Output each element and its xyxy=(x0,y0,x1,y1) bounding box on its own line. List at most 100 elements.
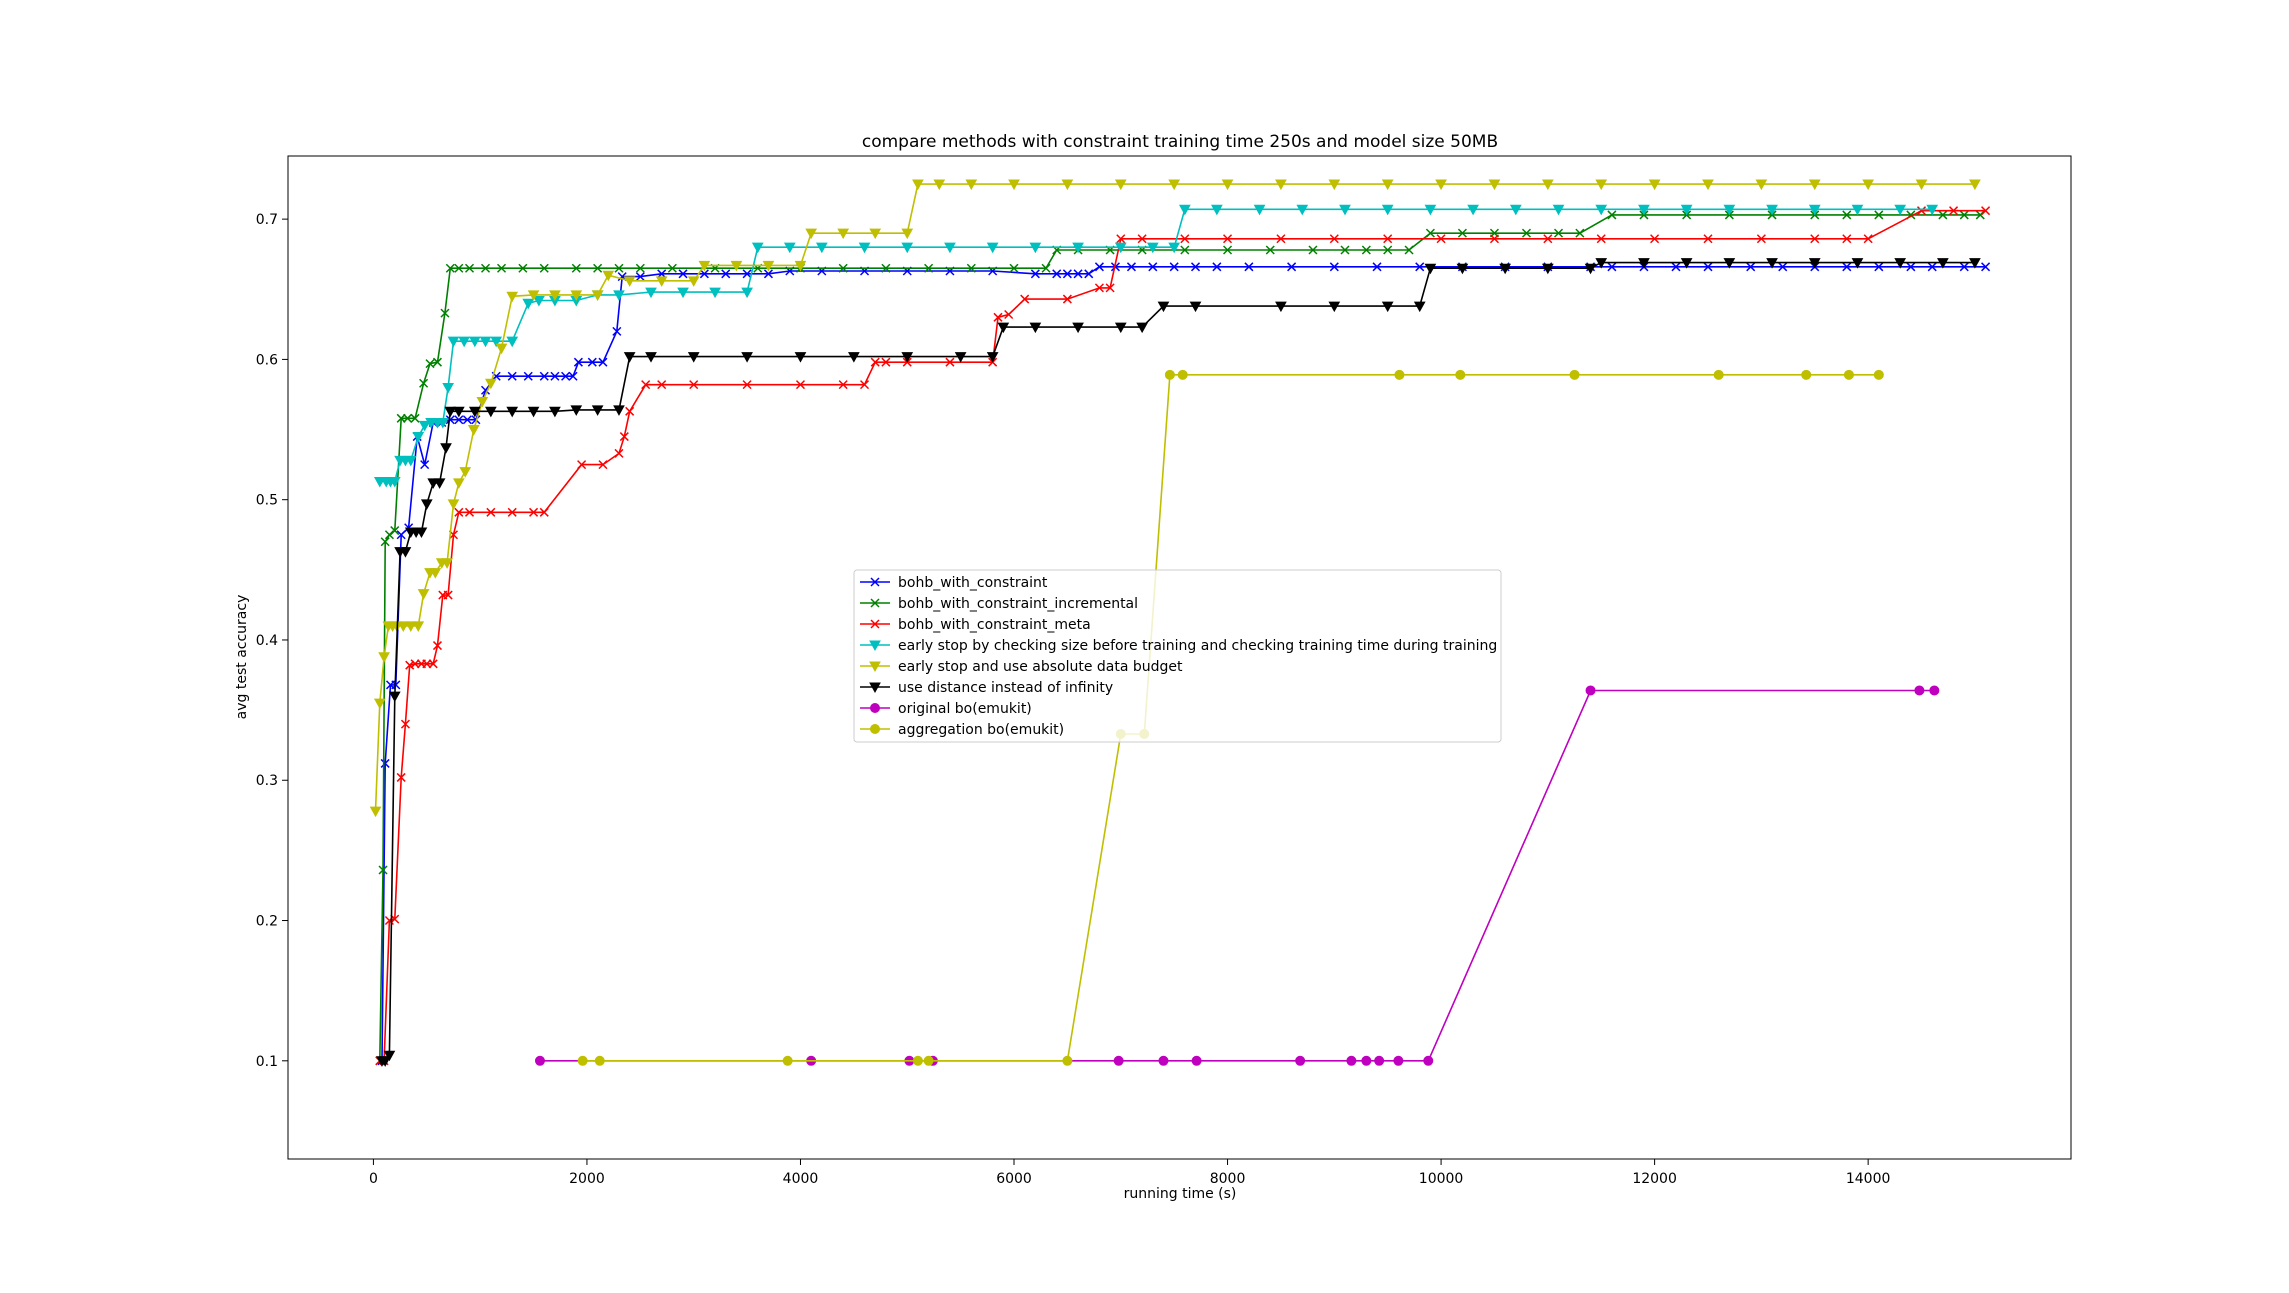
data-point xyxy=(1638,204,1650,216)
data-point xyxy=(912,179,924,191)
chart-title: compare methods with constraint training… xyxy=(862,132,1498,152)
data-point xyxy=(1723,258,1736,269)
data-point xyxy=(1595,179,1608,191)
data-point xyxy=(378,865,388,875)
data-point xyxy=(403,413,413,423)
data-point xyxy=(1329,234,1339,244)
data-point xyxy=(1008,179,1020,191)
data-point xyxy=(464,263,475,273)
data-point xyxy=(1191,1055,1202,1066)
legend-marker xyxy=(869,640,881,652)
data-point xyxy=(762,260,775,272)
data-point xyxy=(1148,262,1158,272)
data-point xyxy=(404,621,417,632)
data-point xyxy=(1755,179,1768,191)
data-point xyxy=(468,406,481,418)
data-point xyxy=(1810,234,1820,244)
data-point xyxy=(425,359,435,369)
series-5 xyxy=(369,179,1981,818)
data-point xyxy=(689,380,699,390)
data-point xyxy=(1756,234,1766,244)
data-point xyxy=(1029,242,1042,254)
data-point xyxy=(454,263,464,273)
data-point xyxy=(1383,234,1393,244)
data-point xyxy=(1874,262,1884,272)
data-point xyxy=(1424,263,1437,275)
data-point xyxy=(388,476,401,488)
series-2 xyxy=(375,210,1985,1066)
data-point xyxy=(1938,210,1948,220)
data-point xyxy=(1553,228,1564,238)
data-point xyxy=(1914,685,1925,696)
data-point xyxy=(442,382,454,394)
data-point xyxy=(635,272,645,282)
data-point xyxy=(1455,369,1466,380)
data-point xyxy=(901,228,914,240)
plot-frame xyxy=(287,155,2072,1160)
data-point xyxy=(383,1050,396,1062)
series-6 xyxy=(376,258,1981,1067)
data-point xyxy=(440,443,452,454)
data-point xyxy=(443,590,453,600)
data-point xyxy=(783,242,796,254)
data-point xyxy=(1114,179,1127,191)
data-point xyxy=(1766,204,1778,216)
data-point xyxy=(1244,262,1254,272)
y-axis: 0.1 0.2 0.3 0.4 0.5 0.6 0.7 xyxy=(256,212,288,1070)
data-point xyxy=(1425,228,1435,238)
data-point xyxy=(965,179,978,191)
data-point xyxy=(1863,234,1873,244)
data-point xyxy=(539,507,549,517)
data-point xyxy=(677,287,689,299)
x-axis: 0 2000 4000 6000 8000 10000 12000 14000 xyxy=(369,1159,1890,1187)
data-point xyxy=(1114,322,1127,334)
data-point xyxy=(815,242,828,254)
legend-entry: bohb_with_constraint_incremental xyxy=(860,596,1138,612)
data-point xyxy=(657,380,667,390)
legend-entry: bohb_with_constraint xyxy=(860,575,1048,591)
legend-marker xyxy=(870,598,880,608)
data-point xyxy=(570,405,583,416)
data-point xyxy=(1894,204,1907,216)
data-point xyxy=(667,263,677,273)
data-point xyxy=(1094,283,1104,293)
data-point xyxy=(1916,206,1927,216)
data-point xyxy=(506,291,519,303)
legend-frame xyxy=(853,569,1502,743)
data-point xyxy=(445,263,455,273)
data-point xyxy=(1929,685,1940,696)
data-point xyxy=(1541,263,1554,275)
data-point xyxy=(1926,204,1939,216)
data-point xyxy=(1072,242,1084,254)
data-point xyxy=(625,406,635,416)
data-point xyxy=(794,352,807,363)
data-point xyxy=(612,326,622,336)
data-point xyxy=(1595,258,1608,269)
data-point xyxy=(1723,204,1736,216)
data-point xyxy=(687,352,700,363)
data-point xyxy=(396,772,406,782)
x-tick-label: 10000 xyxy=(1419,1171,1464,1187)
data-point xyxy=(837,228,850,240)
data-point xyxy=(1029,322,1042,334)
data-point xyxy=(1607,210,1617,220)
data-point xyxy=(645,352,657,363)
data-point xyxy=(1094,262,1104,272)
data-point xyxy=(1137,234,1147,244)
data-point xyxy=(1874,210,1884,220)
legend-marker xyxy=(870,619,880,629)
data-point xyxy=(447,336,460,348)
data-point xyxy=(476,396,489,408)
data-point xyxy=(613,290,625,301)
x-tick-label: 2000 xyxy=(569,1171,605,1187)
data-point xyxy=(1499,263,1511,275)
data-point xyxy=(1842,234,1852,244)
data-point xyxy=(613,405,625,416)
data-point xyxy=(1190,262,1201,272)
data-point xyxy=(379,1056,392,1067)
series-line xyxy=(540,689,1935,1062)
data-point xyxy=(462,415,472,425)
data-point xyxy=(1808,179,1821,191)
data-point xyxy=(486,507,496,517)
data-point xyxy=(1969,258,1981,269)
